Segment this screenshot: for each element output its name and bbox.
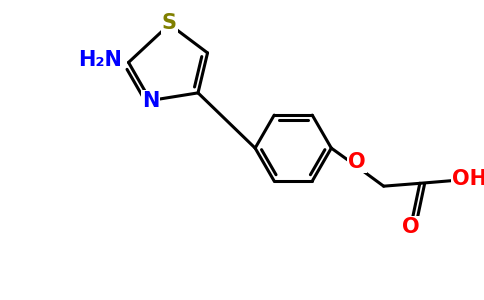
Text: S: S bbox=[162, 14, 177, 33]
Text: OH: OH bbox=[452, 169, 484, 189]
Text: O: O bbox=[348, 152, 366, 172]
Text: H₂N: H₂N bbox=[78, 50, 122, 70]
Text: O: O bbox=[402, 217, 419, 237]
Text: N: N bbox=[142, 92, 159, 111]
